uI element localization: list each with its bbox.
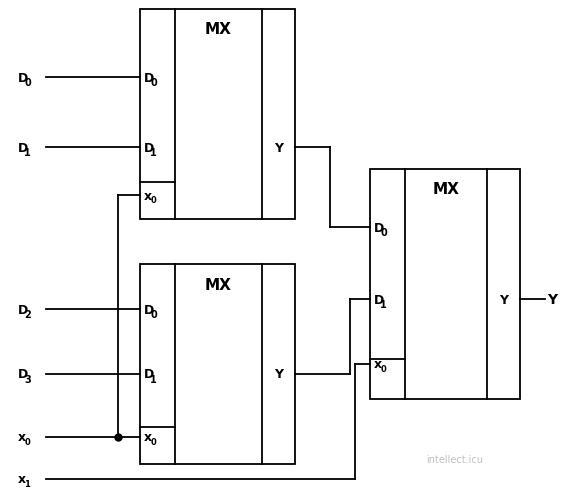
Text: D: D (144, 303, 154, 316)
Text: MX: MX (205, 277, 232, 292)
Bar (140, 10, 295, 219)
Text: MX: MX (205, 23, 232, 38)
Text: 0: 0 (24, 78, 31, 88)
Text: 0: 0 (150, 437, 156, 446)
Text: x: x (144, 189, 152, 202)
Text: 0: 0 (150, 196, 156, 205)
Text: Y: Y (547, 293, 557, 307)
Text: 1: 1 (150, 374, 157, 384)
Text: D: D (374, 221, 384, 234)
Text: 1: 1 (24, 148, 31, 158)
Text: 1: 1 (380, 300, 387, 309)
Text: x: x (18, 431, 26, 443)
Text: 0: 0 (24, 437, 30, 446)
Text: 3: 3 (24, 374, 31, 384)
Text: 0: 0 (380, 227, 387, 237)
Text: D: D (144, 141, 154, 154)
Text: Y: Y (274, 368, 283, 381)
Text: intellect.icu: intellect.icu (426, 454, 483, 464)
Text: x: x (18, 472, 26, 485)
Text: Y: Y (274, 141, 283, 154)
Bar (140, 265, 295, 464)
Text: 0: 0 (150, 309, 157, 319)
Bar (370, 170, 520, 399)
Text: 0: 0 (150, 78, 157, 88)
Text: D: D (18, 71, 28, 84)
Text: Y: Y (499, 293, 508, 306)
Text: D: D (144, 71, 154, 84)
Text: x: x (374, 358, 382, 371)
Text: D: D (374, 293, 384, 306)
Text: 0: 0 (380, 365, 386, 374)
Text: 1: 1 (24, 479, 30, 488)
Text: D: D (144, 368, 154, 381)
Text: 2: 2 (24, 309, 31, 319)
Text: D: D (18, 141, 28, 154)
Text: D: D (18, 368, 28, 381)
Text: D: D (18, 303, 28, 316)
Text: x: x (144, 431, 152, 443)
Text: 1: 1 (150, 148, 157, 158)
Text: MX: MX (433, 182, 460, 197)
